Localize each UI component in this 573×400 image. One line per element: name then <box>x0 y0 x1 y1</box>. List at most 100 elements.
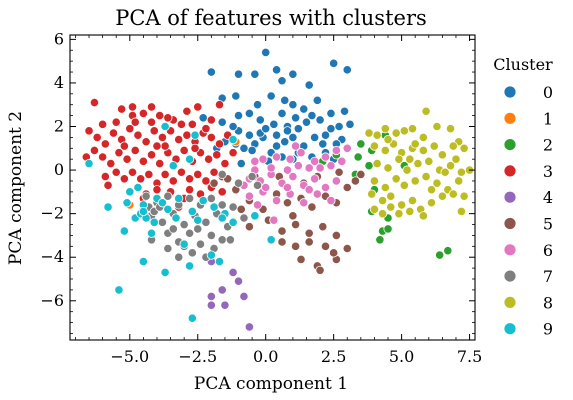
scatter-point-cluster-9 <box>214 256 225 267</box>
scatter-point-cluster-8 <box>448 141 458 151</box>
scatter-point-cluster-9 <box>138 256 148 267</box>
legend-marker <box>503 269 517 283</box>
scatter-point-cluster-3 <box>98 119 108 129</box>
scatter-point-cluster-5 <box>244 222 254 232</box>
scatter-point-cluster-9 <box>168 161 178 171</box>
scatter-point-cluster-4 <box>206 291 216 302</box>
scatter-point-cluster-6 <box>288 172 298 182</box>
scatter-point-cluster-9 <box>84 158 94 169</box>
scatter-point-cluster-4 <box>206 300 216 310</box>
scatter-point-cluster-5 <box>334 167 344 177</box>
y-tick-label: 4 <box>54 73 64 92</box>
scatter-point-cluster-6 <box>320 152 331 162</box>
scatter-point-cluster-7 <box>185 193 195 203</box>
legend-item: 5 <box>503 215 553 234</box>
scatter-point-cluster-3 <box>111 167 121 177</box>
scatter-point-cluster-6 <box>304 185 314 195</box>
scatter-point-cluster-9 <box>187 206 197 217</box>
scatter-point-cluster-5 <box>288 211 298 221</box>
x-tick-label: 0.0 <box>253 347 278 366</box>
scatter-point-cluster-5 <box>356 169 366 180</box>
legend-marker <box>503 164 517 178</box>
scatter-point-cluster-3 <box>108 128 119 138</box>
scatter-point-cluster-3 <box>100 139 110 149</box>
scatter-point-cluster-0 <box>307 111 317 121</box>
scatter-point-cluster-0 <box>312 95 322 105</box>
scatter-point-cluster-6 <box>312 189 322 199</box>
scatter-point-cluster-3 <box>201 124 211 134</box>
scatter-point-cluster-0 <box>280 137 290 147</box>
scatter-point-cluster-9 <box>250 211 260 221</box>
scatter-point-cluster-5 <box>329 248 339 258</box>
scatter-point-cluster-9 <box>122 198 132 208</box>
scatter-point-cluster-0 <box>261 47 271 58</box>
scatter-point-cluster-8 <box>432 121 442 132</box>
legend-marker <box>503 295 517 309</box>
y-tick-label: 6 <box>54 29 64 48</box>
scatter-point-cluster-6 <box>337 156 347 166</box>
scatter-point-cluster-8 <box>380 182 390 193</box>
scatter-point-cluster-3 <box>182 106 192 116</box>
scatter-point-cluster-9 <box>217 213 227 223</box>
scatter-point-cluster-3 <box>146 102 157 112</box>
x-axis-label: PCA component 1 <box>194 374 348 394</box>
scatter-point-cluster-3 <box>155 111 165 121</box>
scatter-point-cluster-0 <box>231 91 241 101</box>
legend-marker <box>503 138 517 152</box>
scatter-point-cluster-5 <box>282 198 293 208</box>
scatter-point-cluster-6 <box>296 148 306 158</box>
scatter-point-cluster-3 <box>185 185 195 195</box>
scatter-point-cluster-8 <box>391 174 401 184</box>
scatter-point-cluster-9 <box>157 198 168 208</box>
scatter-point-cluster-5 <box>304 237 314 247</box>
y-tick-label: −4 <box>40 247 64 266</box>
scatter-point-cluster-7 <box>157 217 168 227</box>
scatter-point-cluster-9 <box>206 250 216 260</box>
scatter-point-cluster-3 <box>152 141 162 151</box>
scatter-point-cluster-3 <box>100 172 110 182</box>
scatter-point-cluster-0 <box>290 113 301 123</box>
scatter-point-cluster-9 <box>193 215 203 225</box>
scatter-point-cluster-0 <box>277 76 287 86</box>
scatter-point-cluster-2 <box>383 224 393 234</box>
scatter-point-cluster-0 <box>206 67 216 77</box>
scatter-point-cluster-8 <box>426 185 437 195</box>
scatter-point-cluster-7 <box>228 202 238 212</box>
scatter-point-cluster-3 <box>160 169 170 180</box>
scatter-point-cluster-3 <box>106 158 116 169</box>
scatter-point-cluster-7 <box>201 217 211 227</box>
scatter-point-cluster-4 <box>244 322 254 332</box>
scatter-point-cluster-5 <box>290 219 301 230</box>
scatter-point-cluster-7 <box>247 172 257 182</box>
scatter-point-cluster-0 <box>271 65 282 75</box>
scatter-point-cluster-8 <box>405 206 415 217</box>
y-tick-label: −2 <box>40 204 64 223</box>
scatter-point-cluster-5 <box>331 230 341 241</box>
scatter-point-cluster-0 <box>342 65 352 75</box>
scatter-point-cluster-8 <box>397 200 407 210</box>
scatter-point-cluster-0 <box>288 69 298 79</box>
legend-item: 6 <box>503 241 553 260</box>
scatter-point-cluster-3 <box>103 180 113 190</box>
scatter-point-cluster-5 <box>320 241 331 251</box>
scatter-point-cluster-0 <box>198 113 208 123</box>
scatter-point-cluster-7 <box>217 200 227 210</box>
scatter-point-cluster-6 <box>326 161 336 171</box>
scatter-point-cluster-2 <box>353 152 363 162</box>
scatter-point-cluster-7 <box>187 248 197 258</box>
scatter-point-cluster-7 <box>193 224 203 234</box>
scatter-point-cluster-5 <box>290 241 301 251</box>
y-axis: −6 −4 −2 0 2 4 6 <box>40 29 475 334</box>
legend-label: 4 <box>543 188 553 207</box>
legend-label: 9 <box>543 320 553 339</box>
scatter-point-cluster-3 <box>127 167 138 177</box>
scatter-point-cluster-5 <box>277 237 287 247</box>
scatter-point-cluster-9 <box>228 134 238 145</box>
scatter-point-cluster-9 <box>133 182 143 193</box>
scatter-point-cluster-0 <box>228 121 238 132</box>
scatter-point-cluster-6 <box>326 195 336 206</box>
scatter-point-cluster-0 <box>250 69 260 79</box>
scatter-point-cluster-6 <box>304 163 314 173</box>
scatter-point-cluster-9 <box>125 187 135 197</box>
scatter-point-cluster-8 <box>451 154 461 164</box>
